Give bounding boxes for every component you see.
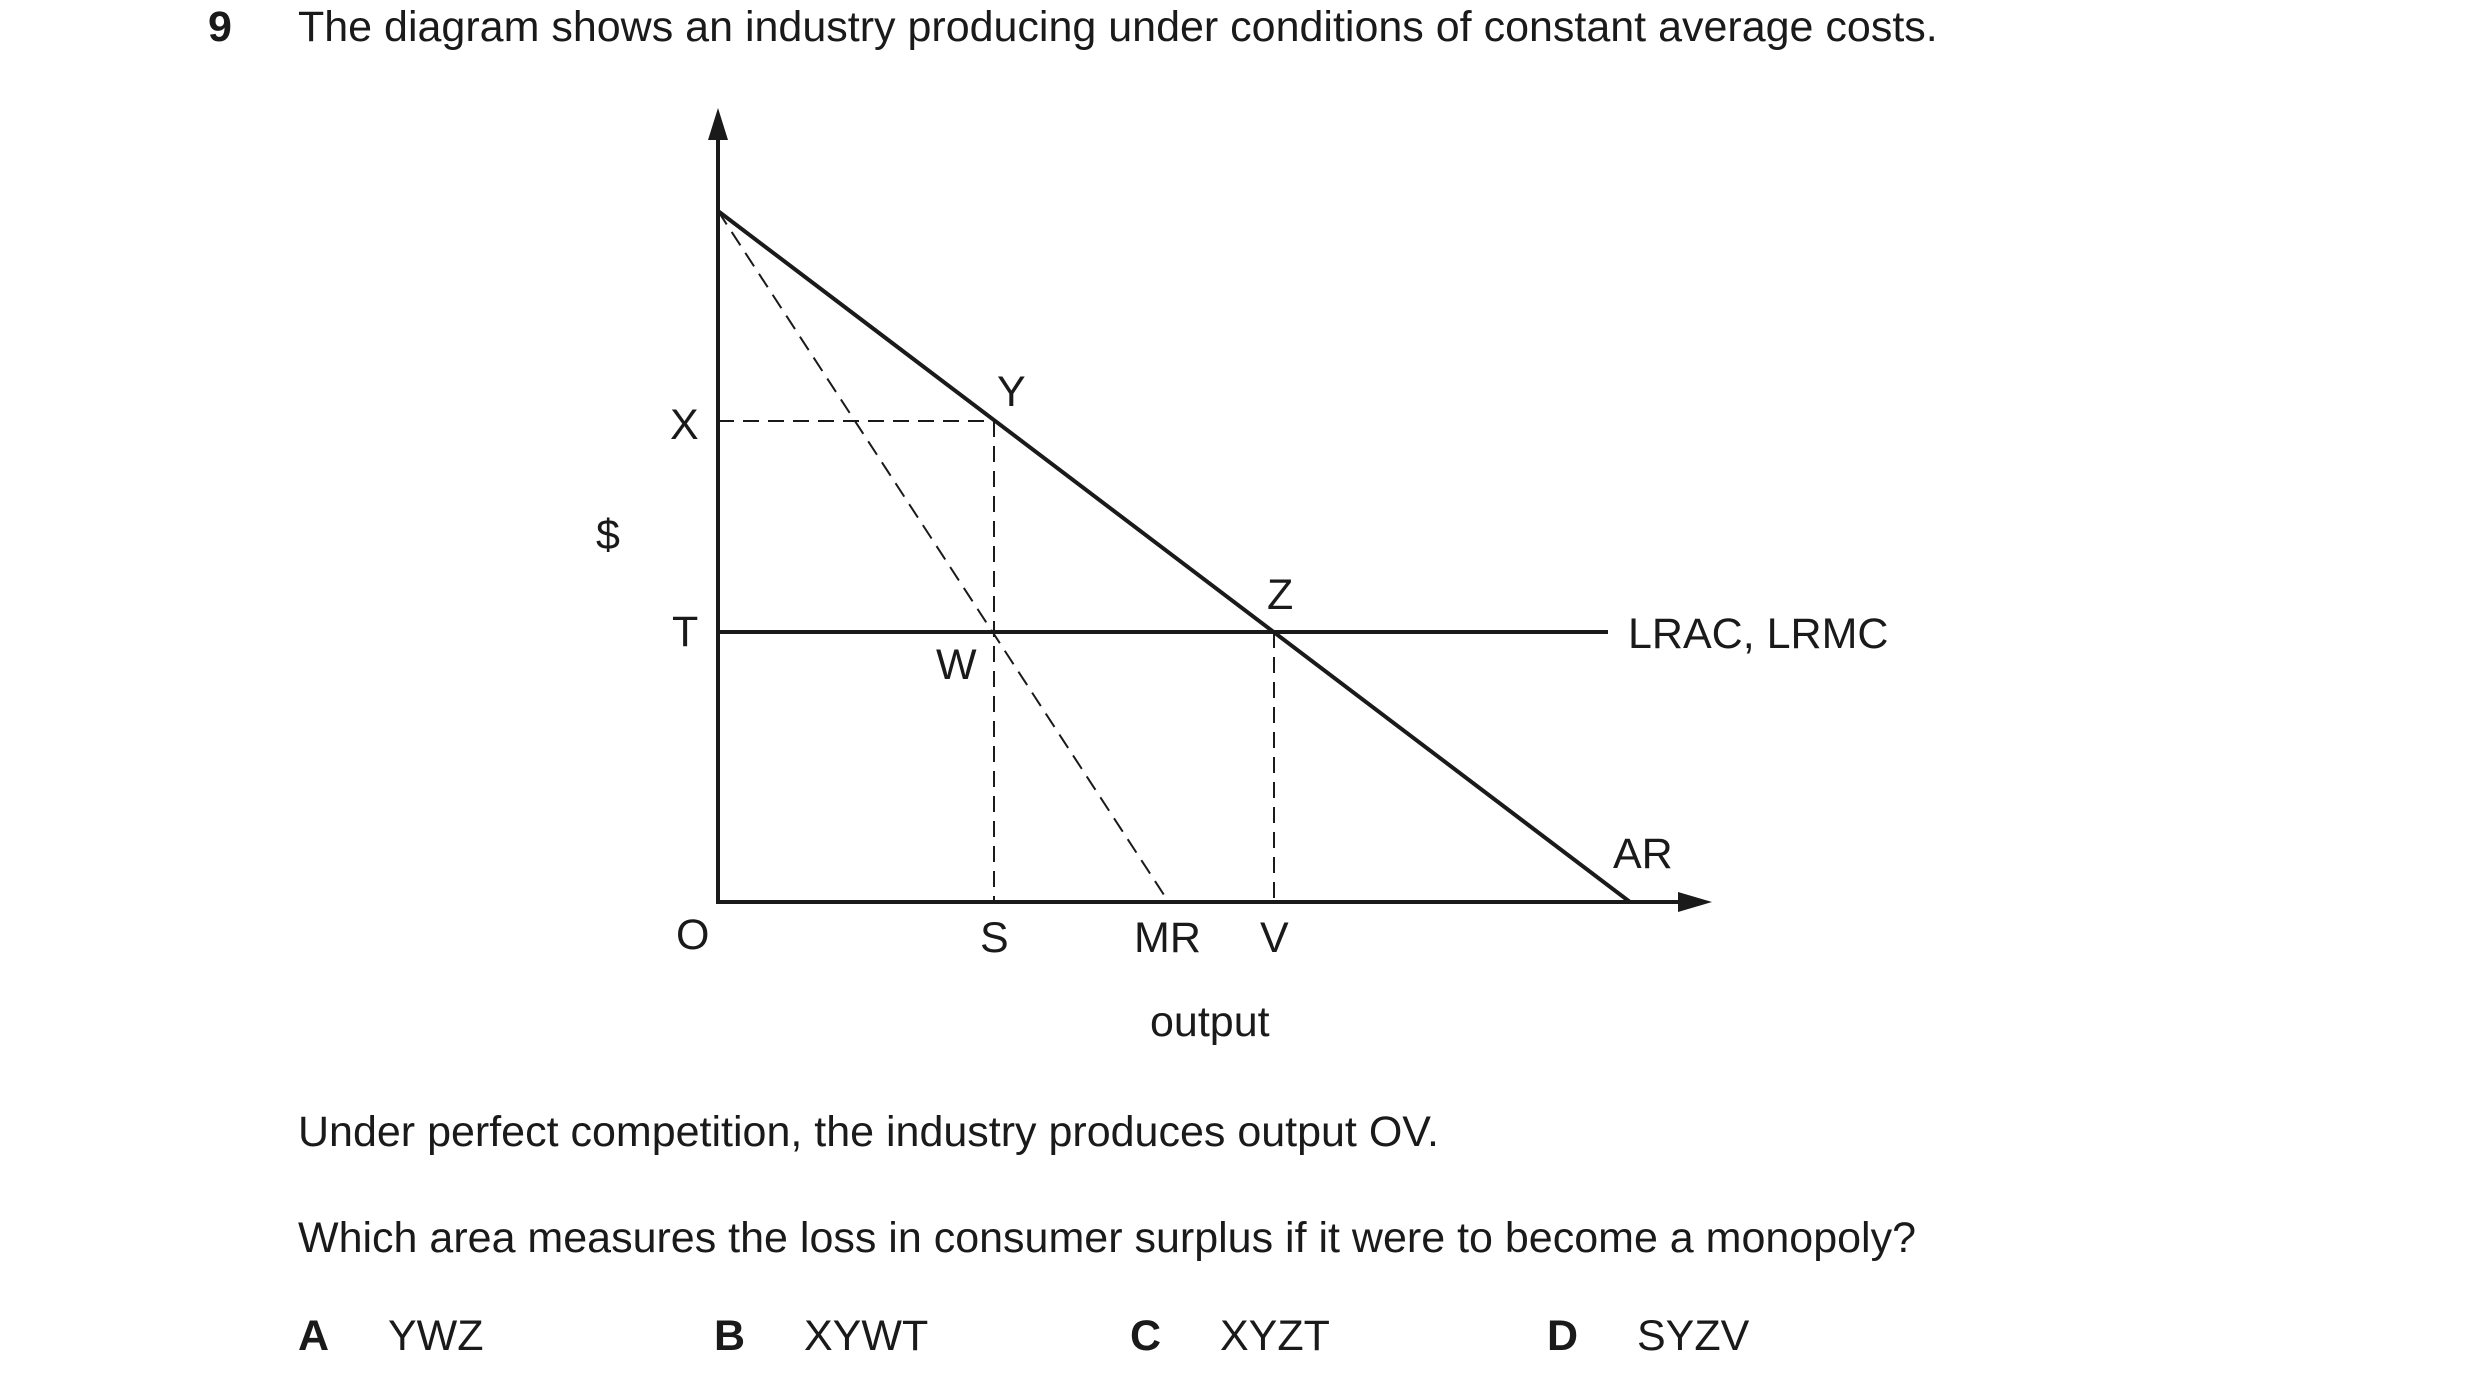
- x-axis-arrow: [1678, 892, 1712, 912]
- option-text: SYZV: [1637, 1312, 1750, 1360]
- curve-label-lrac-lrmc: LRAC, LRMC: [1628, 610, 1888, 658]
- quantity-label-mr: MR: [1134, 914, 1201, 962]
- price-label-t: T: [672, 608, 698, 656]
- option-text: XYWT: [804, 1312, 929, 1360]
- question-statement: Under perfect competition, the industry …: [298, 1108, 1439, 1156]
- answer-options: A YWZ B XYWT C XYZT D SYZV: [0, 1311, 2480, 1371]
- price-label-x: X: [670, 401, 699, 449]
- option-letter: B: [714, 1312, 746, 1360]
- option-letter: C: [1130, 1312, 1162, 1360]
- y-axis-arrow: [708, 108, 728, 140]
- option-letter: A: [298, 1312, 330, 1360]
- question-prompt: Which area measures the loss in consumer…: [298, 1214, 1917, 1262]
- mr-curve: [717, 210, 1167, 899]
- point-label-z: Z: [1267, 571, 1293, 619]
- point-label-w: W: [936, 641, 977, 689]
- option-text: XYZT: [1220, 1312, 1330, 1360]
- question-stem: The diagram shows an industry producing …: [298, 3, 1938, 51]
- question-number: 9: [208, 3, 232, 51]
- quantity-label-s: S: [980, 914, 1009, 962]
- ar-curve: [716, 209, 1632, 904]
- x-axis-label: output: [1150, 998, 1270, 1046]
- point-label-y: Y: [997, 368, 1026, 416]
- option-text: YWZ: [388, 1312, 484, 1360]
- origin-label: O: [676, 911, 709, 959]
- y-axis-label: $: [596, 511, 620, 559]
- curve-label-ar: AR: [1613, 830, 1673, 878]
- option-letter: D: [1547, 1312, 1579, 1360]
- quantity-label-v: V: [1260, 914, 1289, 962]
